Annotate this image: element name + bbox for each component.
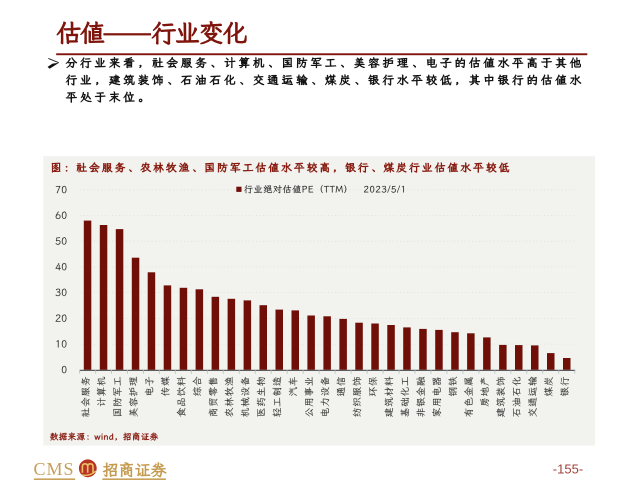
svg-text:-155-: -155-: [553, 461, 583, 476]
svg-text:CMS: CMS: [34, 459, 75, 479]
